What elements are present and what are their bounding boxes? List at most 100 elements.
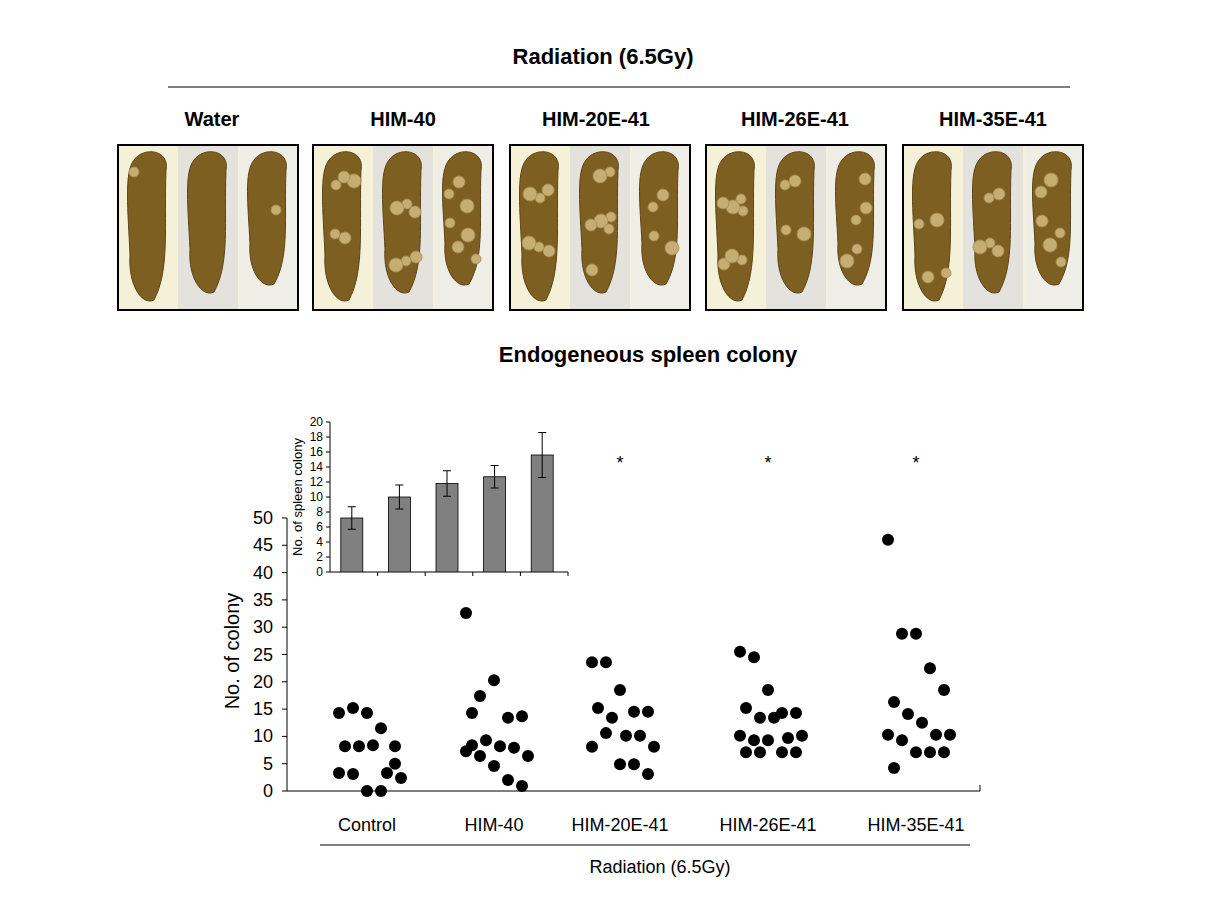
dot <box>367 739 379 751</box>
dot <box>796 730 808 742</box>
dot <box>466 707 478 719</box>
dot <box>333 707 345 719</box>
y-tick-label: 10 <box>253 726 273 746</box>
dot <box>606 712 618 724</box>
error-cap <box>538 432 546 433</box>
category-label: HIM-20E-41 <box>571 815 668 835</box>
dot <box>938 684 950 696</box>
y-tick <box>282 654 287 655</box>
dot <box>494 740 506 752</box>
dot <box>924 662 936 674</box>
spleen <box>188 152 227 293</box>
colony-nodule <box>941 268 951 278</box>
inset-y-tick <box>326 512 330 513</box>
photo-strip <box>1025 145 1083 310</box>
group-rule <box>320 845 970 846</box>
panel-label: HIM-20E-41 <box>542 108 650 130</box>
dot <box>347 768 359 780</box>
photo-strip <box>766 145 826 310</box>
background <box>0 0 1224 902</box>
colony-nodule <box>461 228 475 242</box>
colony-nodule <box>1035 186 1047 198</box>
dot <box>474 750 486 762</box>
colony-nodule <box>453 176 465 188</box>
y-tick <box>282 709 287 710</box>
photo-frame <box>118 145 298 310</box>
y-tick <box>282 545 287 546</box>
inset-y-tick-label: 14 <box>310 460 324 474</box>
dot <box>466 739 478 751</box>
dot <box>930 729 942 741</box>
colony-nodule <box>789 175 801 187</box>
colony-nodule <box>1056 257 1066 267</box>
colony-nodule <box>585 219 597 231</box>
dot <box>628 706 640 718</box>
inset-y-tick <box>326 542 330 543</box>
dot <box>592 702 604 714</box>
dot <box>882 729 894 741</box>
colony-nodule <box>409 206 421 218</box>
inset-y-tick-label: 2 <box>316 550 323 564</box>
photo-strip <box>373 145 433 310</box>
dot <box>508 742 520 754</box>
inset-y-tick-label: 4 <box>316 535 323 549</box>
dot <box>516 710 528 722</box>
dot <box>460 607 472 619</box>
dot <box>790 707 802 719</box>
dot <box>642 706 654 718</box>
colony-nodule <box>797 227 811 241</box>
photo-strip <box>178 145 238 310</box>
error-cap <box>348 529 356 530</box>
spleen-photo <box>903 145 1083 310</box>
colony-nodule <box>780 180 790 190</box>
dot <box>944 729 956 741</box>
spleen <box>973 152 1012 293</box>
inset-y-tick <box>326 572 330 573</box>
inset-y-tick <box>326 467 330 468</box>
colony-nodule <box>444 189 454 199</box>
colony-nodule <box>914 219 924 229</box>
colony-nodule <box>460 199 474 213</box>
photo-frame <box>706 145 886 310</box>
dot <box>600 727 612 739</box>
y-tick <box>282 627 287 628</box>
photo-strip <box>963 145 1023 310</box>
dot <box>754 712 766 724</box>
colony-nodule <box>649 231 659 241</box>
dot <box>902 708 914 720</box>
photo-strip <box>435 145 493 310</box>
dots <box>333 534 956 797</box>
colony-nodule <box>851 215 861 225</box>
inset-y-tick-label: 18 <box>310 430 324 444</box>
inset-x-tick <box>568 572 569 576</box>
dot <box>642 768 654 780</box>
colony-nodule <box>339 232 351 244</box>
category-label: HIM-26E-41 <box>719 815 816 835</box>
dot <box>488 760 500 772</box>
figure: Radiation (6.5Gy)WaterHIM-40HIM-20E-41HI… <box>0 0 1224 902</box>
spleen <box>580 152 619 293</box>
dot <box>910 628 922 640</box>
error-bar <box>491 466 499 489</box>
error-stem <box>399 485 400 509</box>
inset-bars <box>341 433 553 573</box>
significance-mark: * <box>764 453 771 473</box>
error-cap <box>395 485 403 486</box>
dot <box>634 730 646 742</box>
y-axis-label: No. of colony <box>221 593 243 710</box>
y-tick-label: 5 <box>263 754 273 774</box>
dot <box>782 732 794 744</box>
spleen <box>248 152 287 285</box>
y-tick-label: 40 <box>253 563 273 583</box>
photo-frame <box>313 145 493 310</box>
dot <box>361 785 373 797</box>
bar <box>436 484 458 573</box>
inset-x-tick <box>377 572 378 576</box>
bar <box>484 477 506 572</box>
dot <box>748 734 760 746</box>
colony-nodule <box>993 188 1005 200</box>
dot <box>888 762 900 774</box>
dot <box>896 628 908 640</box>
y-tick-label: 50 <box>253 508 273 528</box>
photo-strip <box>240 145 298 310</box>
